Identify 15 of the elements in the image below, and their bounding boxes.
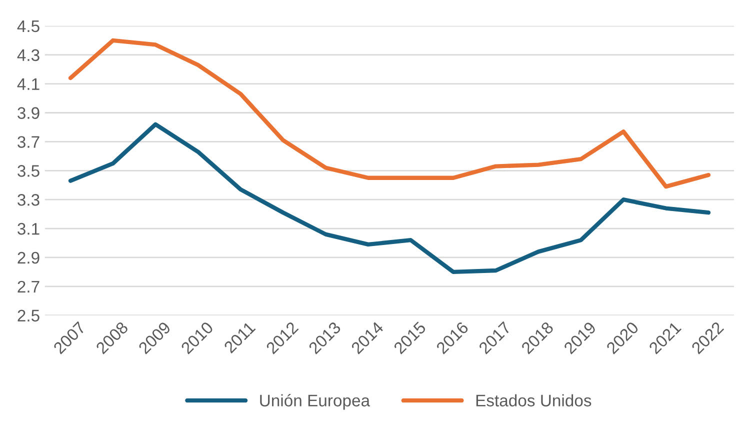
y-tick-label: 3.5: [18, 165, 40, 177]
line-series: [68, 38, 711, 189]
legend-label: Unión Europea: [260, 394, 370, 410]
y-tick-label: 2.7: [18, 280, 40, 292]
y-tick-label: 3.3: [18, 194, 40, 206]
line-series: [68, 122, 711, 274]
y-tick-label: 3.1: [18, 222, 40, 235]
y-tick-label: 4.5: [17, 20, 40, 32]
y-tick-label: 3.9: [18, 107, 40, 119]
y-tick-label: 2.5: [18, 310, 40, 322]
legend-label: Estados Unidos: [476, 394, 592, 406]
y-tick-label: 4.3: [17, 49, 40, 62]
y-tick-label: 4.1: [17, 78, 40, 90]
y-tick-label: 2.9: [18, 252, 40, 264]
y-tick-label: 3.7: [18, 136, 40, 148]
